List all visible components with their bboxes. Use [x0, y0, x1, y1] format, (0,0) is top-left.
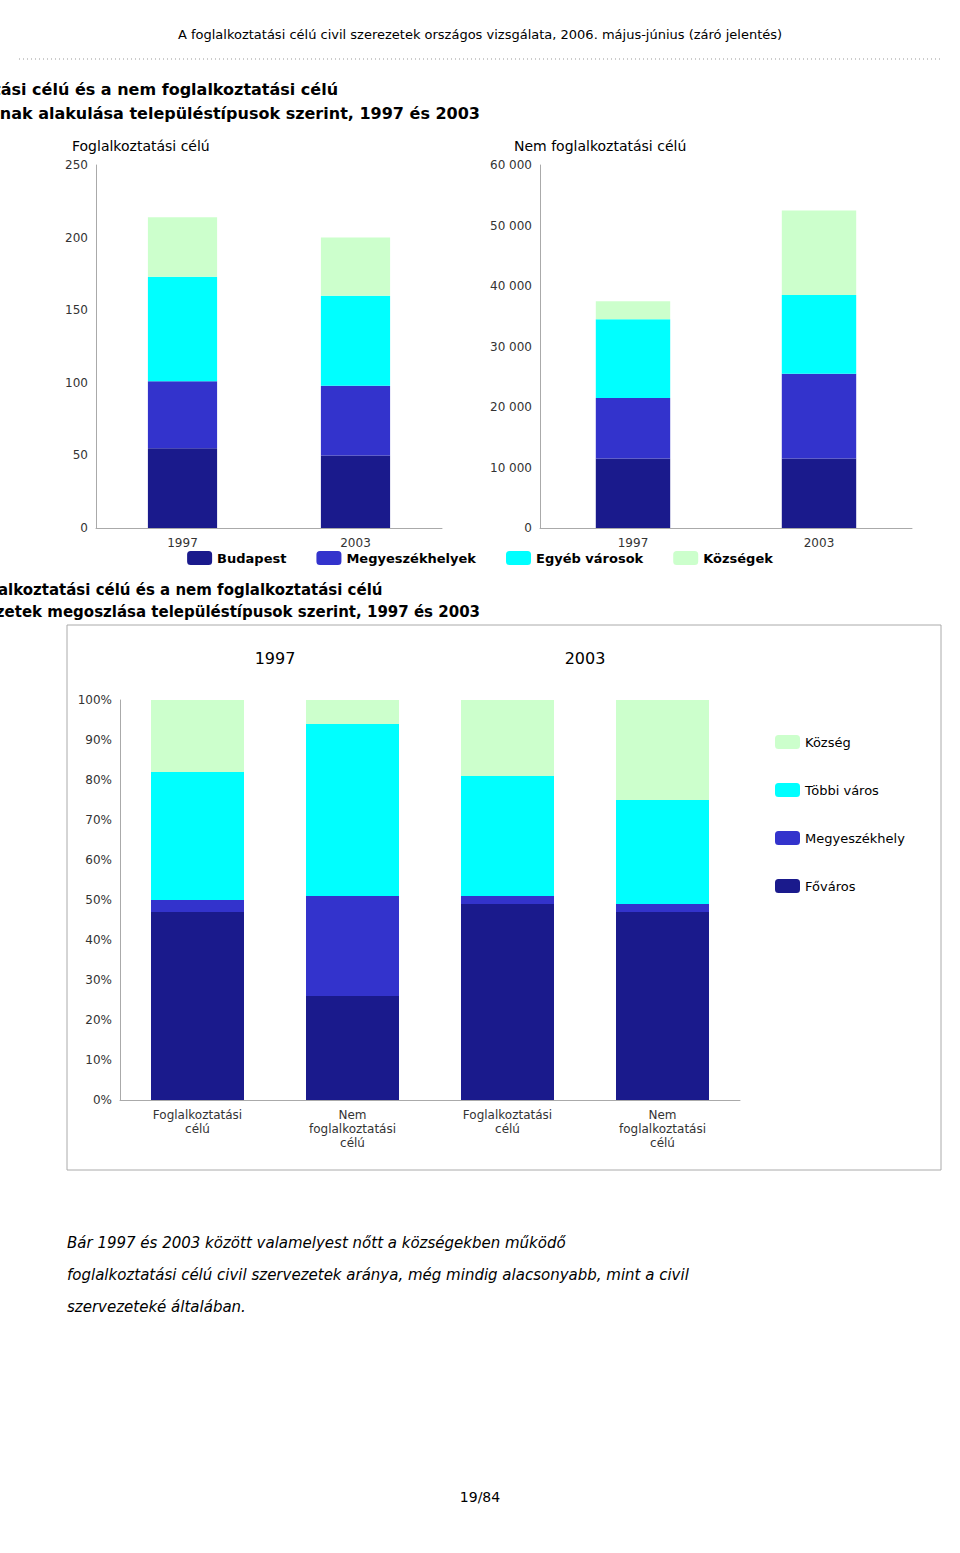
svg-text:Foglalkoztatási: Foglalkoztatási	[463, 1108, 552, 1122]
svg-text:non-profit szervezetek számána: non-profit szervezetek számának alakulás…	[0, 104, 480, 123]
svg-text:célú: célú	[495, 1122, 520, 1136]
svg-text:foglalkoztatási célú civil sze: foglalkoztatási célú civil szervezetek a…	[67, 1266, 690, 1284]
svg-text:90%: 90%	[85, 733, 112, 747]
svg-text:20 000: 20 000	[490, 400, 532, 414]
svg-text:80%: 80%	[85, 773, 112, 787]
svg-text:60 000: 60 000	[490, 158, 532, 172]
svg-text:1997: 1997	[618, 536, 649, 550]
svg-text:10 000: 10 000	[490, 461, 532, 475]
svg-text:Községek: Községek	[703, 551, 773, 566]
svg-text:szervezeteké általában.: szervezeteké általában.	[67, 1298, 246, 1316]
svg-text:30 000: 30 000	[490, 340, 532, 354]
svg-text:2003: 2003	[804, 536, 835, 550]
svg-text:Nem: Nem	[648, 1108, 676, 1122]
svg-text:19/84: 19/84	[460, 1489, 500, 1505]
svg-text:foglalkoztatási: foglalkoztatási	[619, 1122, 706, 1136]
svg-text:Főváros: Főváros	[805, 879, 856, 894]
svg-text:Foglalkoztatási célú: Foglalkoztatási célú	[72, 138, 210, 154]
svg-text:30%: 30%	[85, 973, 112, 987]
svg-text:Bár 1997 és 2003 között valame: Bár 1997 és 2003 között valamelyest nőtt…	[67, 1234, 566, 1252]
svg-text:40%: 40%	[85, 933, 112, 947]
svg-text:Többi város: Többi város	[804, 783, 879, 798]
svg-text:200: 200	[65, 231, 88, 245]
svg-text:50 000: 50 000	[490, 219, 532, 233]
svg-text:Egyéb városok: Egyéb városok	[536, 551, 644, 566]
svg-text:A foglalkoztatási célú és a ne: A foglalkoztatási célú és a nem foglalko…	[0, 80, 338, 99]
svg-text:célú: célú	[185, 1122, 210, 1136]
svg-text:Nem foglalkoztatási célú: Nem foglalkoztatási célú	[514, 138, 686, 154]
svg-text:foglalkoztatási: foglalkoztatási	[309, 1122, 396, 1136]
svg-text:40 000: 40 000	[490, 279, 532, 293]
svg-text:Budapest: Budapest	[217, 551, 286, 566]
svg-text:100: 100	[65, 376, 88, 390]
svg-text:Foglalkoztatási: Foglalkoztatási	[153, 1108, 242, 1122]
svg-text:Megyeszékhelyek: Megyeszékhelyek	[346, 551, 476, 566]
svg-text:50%: 50%	[85, 893, 112, 907]
svg-text:0%: 0%	[93, 1093, 112, 1107]
svg-text:2003: 2003	[340, 536, 371, 550]
svg-text:Község: Község	[805, 735, 851, 750]
svg-text:100%: 100%	[78, 693, 112, 707]
svg-text:1997: 1997	[167, 536, 198, 550]
svg-text:célú: célú	[650, 1136, 675, 1150]
svg-text:2003: 2003	[565, 649, 606, 668]
svg-text:célú: célú	[340, 1136, 365, 1150]
svg-text:250: 250	[65, 158, 88, 172]
svg-text:Nem: Nem	[338, 1108, 366, 1122]
svg-text:20%: 20%	[85, 1013, 112, 1027]
svg-text:50: 50	[73, 448, 88, 462]
svg-text:A foglalkoztatási célú és a ne: A foglalkoztatási célú és a nem foglalko…	[0, 581, 382, 599]
svg-text:Megyeszékhely: Megyeszékhely	[805, 831, 905, 846]
svg-text:0: 0	[80, 521, 88, 535]
svg-text:non-profit szervezetek megoszl: non-profit szervezetek megoszlása telepü…	[0, 603, 480, 621]
svg-text:0: 0	[524, 521, 532, 535]
svg-text:70%: 70%	[85, 813, 112, 827]
svg-text:1997: 1997	[255, 649, 296, 668]
svg-text:150: 150	[65, 303, 88, 317]
svg-text:10%: 10%	[85, 1053, 112, 1067]
svg-text:60%: 60%	[85, 853, 112, 867]
svg-text:A foglalkoztatási célú civil s: A foglalkoztatási célú civil szerezetek …	[178, 27, 782, 42]
